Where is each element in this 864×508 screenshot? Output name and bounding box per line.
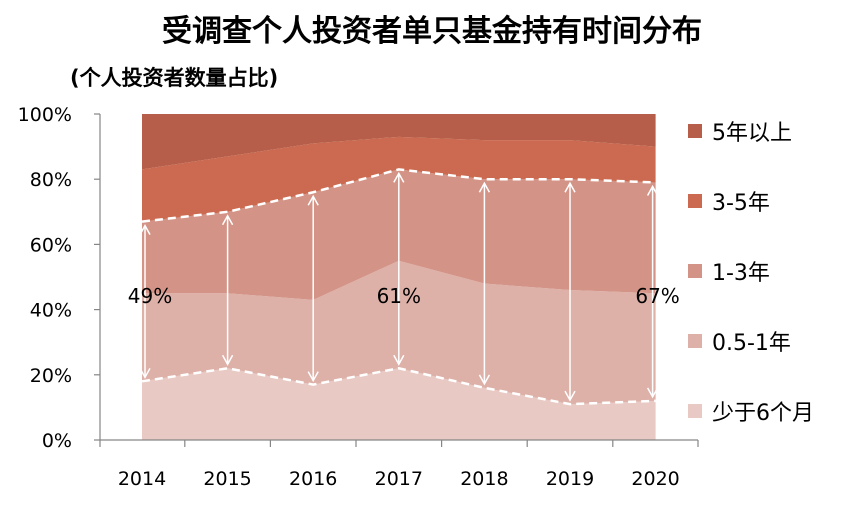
area-5 bbox=[142, 114, 656, 170]
annotation-label: 67% bbox=[635, 284, 679, 308]
dashed-boundaries bbox=[141, 168, 656, 406]
range-arrow-2018 bbox=[478, 181, 491, 386]
annotations: 49% 61% 67% bbox=[128, 284, 680, 308]
x-tick-label: 2019 bbox=[546, 468, 594, 490]
y-tick-label: 60% bbox=[30, 234, 72, 256]
y-tick-label: 80% bbox=[30, 169, 72, 191]
legend-label: 0.5-1年 bbox=[712, 331, 791, 356]
x-tick-label: 2018 bbox=[460, 468, 508, 490]
area-4 bbox=[142, 136, 656, 222]
x-tick-label: 2015 bbox=[203, 468, 251, 490]
x-tick-label: 2014 bbox=[118, 468, 166, 490]
range-arrow-2017 bbox=[393, 171, 405, 366]
y-tick-label: 100% bbox=[18, 104, 72, 126]
y-tick-label: 40% bbox=[30, 300, 72, 322]
range-arrow-2019 bbox=[564, 181, 576, 402]
axes: 0% 20% 40% 60% 80% 100% 2014 2015 2016 2017 2018 20… bbox=[18, 104, 699, 490]
x-tick-label: 2016 bbox=[289, 468, 337, 490]
y-axis-label: (个人投资者数量占比) bbox=[70, 66, 279, 90]
legend-label: 少于6个月 bbox=[712, 401, 814, 426]
legend-swatch bbox=[688, 124, 702, 138]
x-tick-label: 2020 bbox=[631, 468, 679, 490]
legend-swatch bbox=[688, 194, 702, 208]
annotation-label: 49% bbox=[128, 284, 172, 308]
y-tick-label: 0% bbox=[42, 430, 72, 452]
range-arrows bbox=[139, 171, 659, 402]
range-arrow-2014 bbox=[139, 224, 151, 379]
legend-item: 3-5年 bbox=[688, 191, 770, 216]
range-arrow-2016 bbox=[307, 194, 319, 383]
x-tick-label: 2017 bbox=[375, 468, 423, 490]
range-arrow-2020 bbox=[646, 184, 659, 399]
legend-label: 1-3年 bbox=[712, 261, 770, 286]
legend-item: 1-3年 bbox=[688, 261, 770, 286]
legend-item: 5年以上 bbox=[688, 121, 792, 146]
range-arrow-2015 bbox=[221, 214, 234, 366]
legend-label: 3-5年 bbox=[712, 191, 770, 216]
legend-swatch bbox=[688, 404, 702, 418]
legend-item: 0.5-1年 bbox=[688, 331, 791, 356]
area-1 bbox=[142, 368, 656, 440]
annotation-label: 61% bbox=[377, 284, 421, 308]
legend-label: 5年以上 bbox=[712, 121, 792, 146]
dashed-line-upper bbox=[141, 168, 656, 223]
legend-item: 少于6个月 bbox=[688, 401, 814, 426]
legend-swatch bbox=[688, 334, 702, 348]
y-tick-label: 20% bbox=[30, 365, 72, 387]
legend-swatch bbox=[688, 264, 702, 278]
dashed-line-lower bbox=[141, 367, 656, 406]
chart-title: 受调查个人投资者单只基金持有时间分布 bbox=[162, 14, 702, 49]
